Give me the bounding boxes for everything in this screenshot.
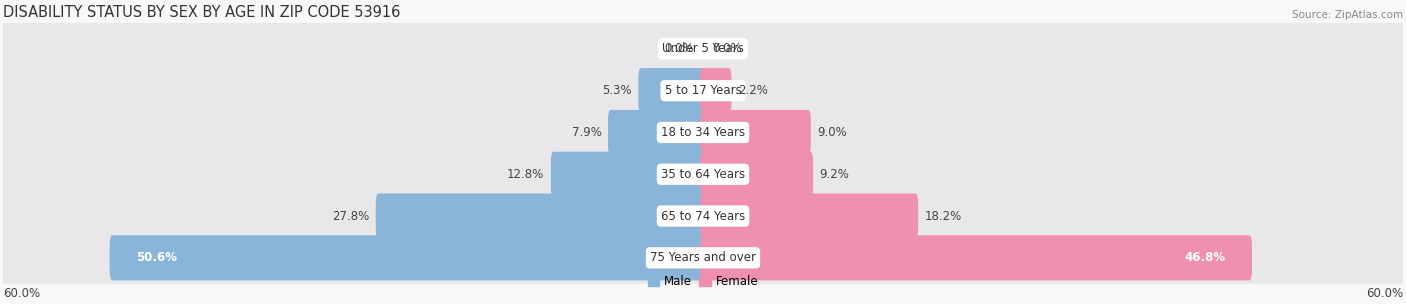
Text: 18 to 34 Years: 18 to 34 Years — [661, 126, 745, 139]
FancyBboxPatch shape — [638, 68, 706, 113]
Text: 60.0%: 60.0% — [3, 287, 39, 300]
Text: 60.0%: 60.0% — [1367, 287, 1403, 300]
FancyBboxPatch shape — [700, 68, 731, 113]
FancyBboxPatch shape — [551, 152, 706, 197]
Text: 9.2%: 9.2% — [820, 168, 849, 181]
FancyBboxPatch shape — [110, 235, 706, 280]
FancyBboxPatch shape — [700, 235, 1251, 280]
Text: 46.8%: 46.8% — [1185, 251, 1226, 264]
Text: 9.0%: 9.0% — [817, 126, 848, 139]
Text: 75 Years and over: 75 Years and over — [650, 251, 756, 264]
Text: 65 to 74 Years: 65 to 74 Years — [661, 209, 745, 223]
FancyBboxPatch shape — [375, 193, 706, 239]
Text: Source: ZipAtlas.com: Source: ZipAtlas.com — [1292, 10, 1403, 20]
Text: 5.3%: 5.3% — [602, 84, 631, 97]
FancyBboxPatch shape — [700, 110, 811, 155]
FancyBboxPatch shape — [0, 65, 1406, 116]
Text: 5 to 17 Years: 5 to 17 Years — [665, 84, 741, 97]
Text: DISABILITY STATUS BY SEX BY AGE IN ZIP CODE 53916: DISABILITY STATUS BY SEX BY AGE IN ZIP C… — [3, 5, 401, 20]
Legend: Male, Female: Male, Female — [643, 271, 763, 293]
Text: 7.9%: 7.9% — [572, 126, 602, 139]
FancyBboxPatch shape — [607, 110, 706, 155]
FancyBboxPatch shape — [0, 107, 1406, 158]
Text: 50.6%: 50.6% — [136, 251, 177, 264]
Text: 18.2%: 18.2% — [925, 209, 962, 223]
Text: 12.8%: 12.8% — [508, 168, 544, 181]
FancyBboxPatch shape — [0, 23, 1406, 75]
FancyBboxPatch shape — [0, 148, 1406, 200]
Text: 0.0%: 0.0% — [713, 42, 742, 55]
FancyBboxPatch shape — [700, 152, 813, 197]
FancyBboxPatch shape — [0, 190, 1406, 242]
Text: 27.8%: 27.8% — [332, 209, 370, 223]
Text: Under 5 Years: Under 5 Years — [662, 42, 744, 55]
FancyBboxPatch shape — [0, 232, 1406, 284]
FancyBboxPatch shape — [700, 193, 918, 239]
Text: 2.2%: 2.2% — [738, 84, 768, 97]
Text: 35 to 64 Years: 35 to 64 Years — [661, 168, 745, 181]
Text: 0.0%: 0.0% — [664, 42, 693, 55]
